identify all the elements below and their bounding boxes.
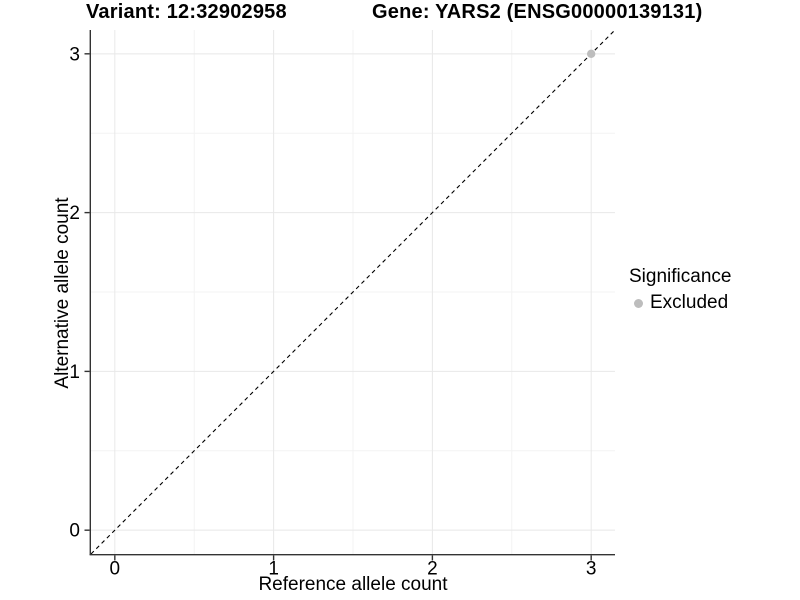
plot-title-variant: Variant: 12:32902958 xyxy=(86,1,287,23)
legend: Significance Excluded xyxy=(629,266,731,314)
x-tick-label: 3 xyxy=(586,559,597,580)
x-axis-label: Reference allele count xyxy=(258,574,448,595)
legend-item-excluded: Excluded xyxy=(629,292,731,314)
data-point-excluded xyxy=(586,49,596,59)
y-tick-label: 1 xyxy=(69,362,80,383)
x-tick-label: 0 xyxy=(110,559,121,580)
identity-line xyxy=(90,29,616,555)
plot-title-gene: Gene: YARS2 (ENSG00000139131) xyxy=(372,1,703,23)
y-tick-label: 2 xyxy=(69,203,80,224)
legend-point-icon xyxy=(634,298,643,308)
x-tick-label: 1 xyxy=(268,559,279,580)
x-tick-label: 2 xyxy=(427,559,438,580)
y-tick-label: 0 xyxy=(69,521,80,542)
legend-title: Significance xyxy=(629,266,732,287)
y-tick-label: 3 xyxy=(69,44,80,65)
legend-item-label: Excluded xyxy=(650,292,729,313)
y-axis-label: Alternative allele count xyxy=(52,197,73,389)
